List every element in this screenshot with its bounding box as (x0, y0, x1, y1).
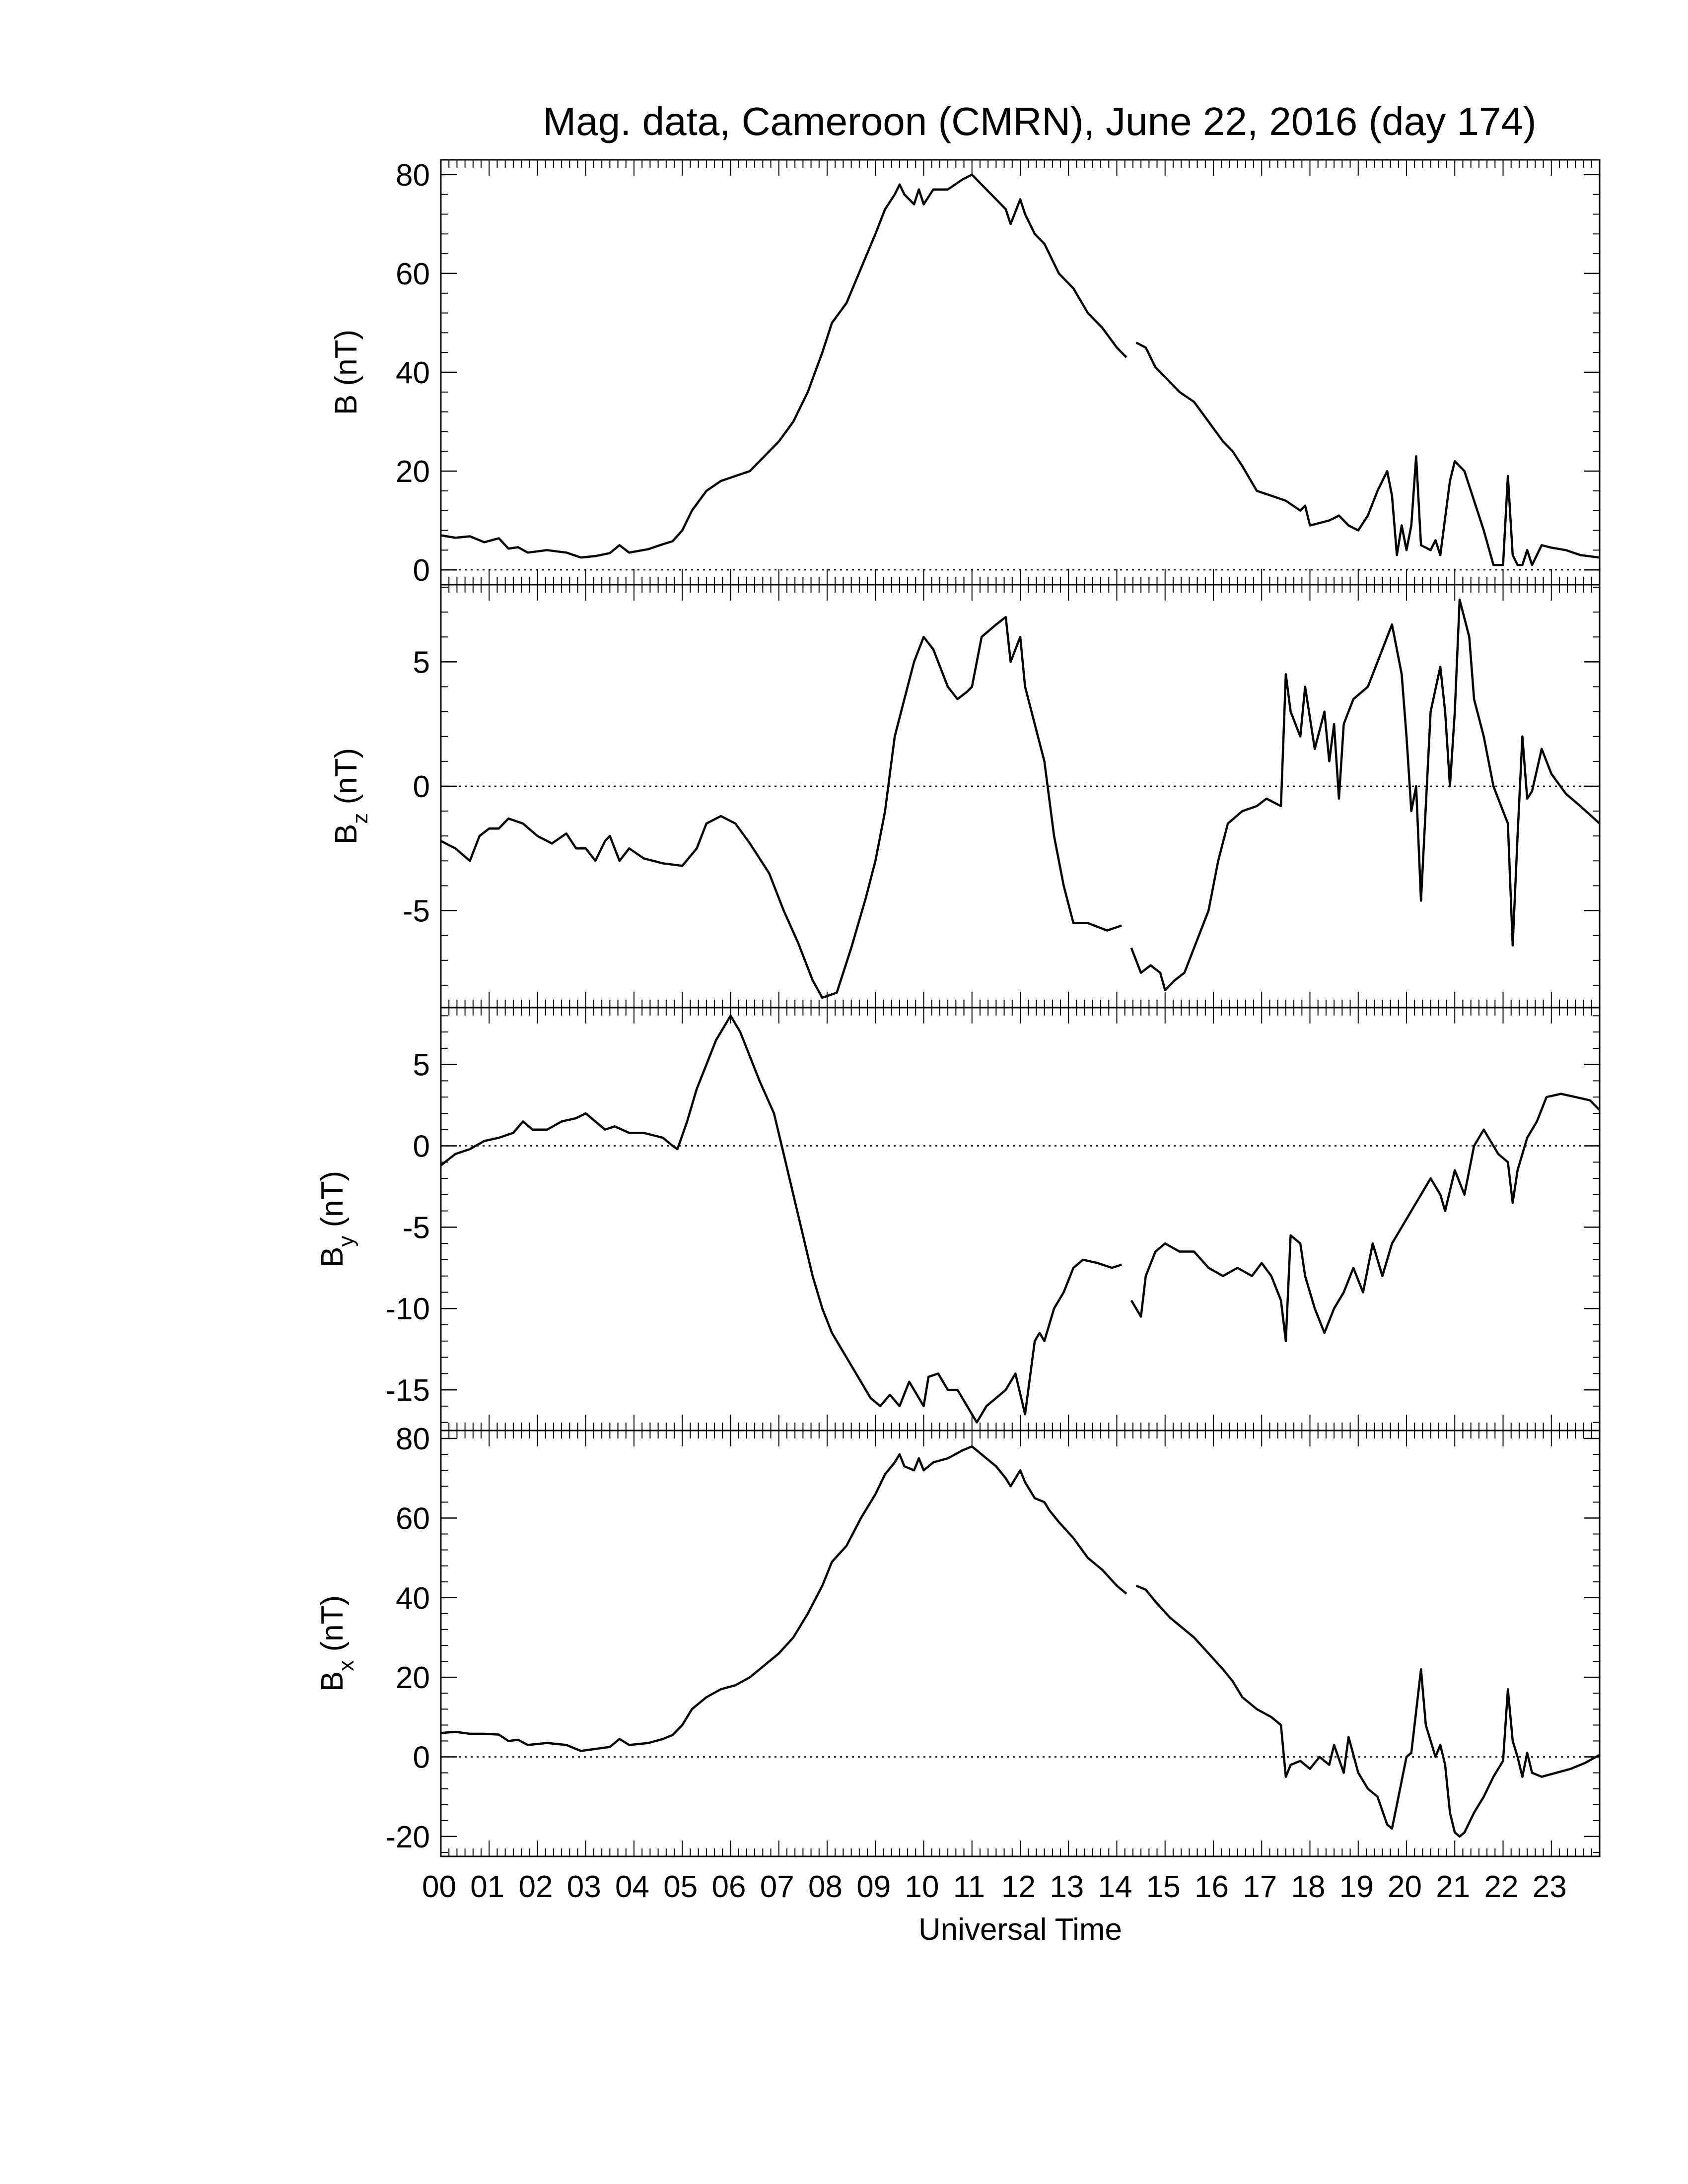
x-axis-title: Universal Time (918, 1912, 1122, 1947)
y-tick-label: 5 (413, 645, 430, 680)
panel-bx: -20 0 20 40 60 80 Bx (nT) 00 01 02 03 04 05 06 07 08 09 1… (315, 1422, 1601, 1904)
x-tick-label: 13 (1050, 1870, 1084, 1904)
data-line-segment (1130, 1092, 1601, 1343)
data-line-segment (440, 1445, 1127, 1752)
y-tick-label: -5 (403, 1211, 430, 1245)
x-tick-label: 11 (953, 1870, 985, 1904)
y-axis-title-main: B (315, 1247, 350, 1267)
data-line-segment (440, 615, 1122, 999)
y-axis-title-subscript: z (348, 813, 372, 824)
y-tick-label: 0 (413, 1130, 430, 1164)
figure-title: Mag. data, Cameroon (CMRN), June 22, 201… (543, 99, 1537, 143)
data-line-segment (1130, 598, 1601, 992)
y-tick-label: 0 (413, 553, 430, 588)
data-line-segment (1135, 341, 1600, 566)
x-tick-label: 08 (808, 1870, 843, 1904)
y-axis-title-main: B (nT) (329, 330, 363, 415)
x-tick-label: 01 (470, 1870, 504, 1904)
x-tick-label: 19 (1339, 1870, 1374, 1904)
x-tick-label: 02 (519, 1870, 553, 1904)
y-tick-label: 20 (396, 1661, 430, 1695)
y-axis-title-unit: (nT) (315, 1171, 350, 1236)
x-tick-label: 23 (1533, 1870, 1567, 1904)
y-tick-label: 5 (413, 1048, 430, 1083)
y-tick-label: 60 (396, 1502, 430, 1536)
data-line-segment (440, 173, 1127, 559)
x-tick-label: 16 (1195, 1870, 1229, 1904)
y-tick-label: 80 (396, 158, 430, 193)
y-axis-title-subscript: x (334, 1660, 358, 1671)
y-axis-title-main: B (315, 1671, 350, 1692)
y-axis-title: B (nT) (329, 330, 363, 415)
x-tick-label: 12 (1001, 1870, 1036, 1904)
y-tick-label: 0 (413, 1741, 430, 1775)
x-tick-label: 09 (856, 1870, 891, 1904)
x-tick-label: 20 (1388, 1870, 1422, 1904)
y-axis-title-subscript: y (334, 1236, 358, 1247)
x-tick-label: 04 (615, 1870, 649, 1904)
y-tick-label: 80 (396, 1422, 430, 1456)
x-tick-label: 10 (905, 1870, 939, 1904)
y-tick-label: -20 (385, 1820, 430, 1854)
x-tick-label: 05 (663, 1870, 698, 1904)
panel-b: 0 20 40 60 80 B (nT) (329, 158, 1601, 588)
x-tick-label: 00 (422, 1870, 456, 1904)
data-line-segment (440, 1015, 1122, 1424)
y-tick-label: -5 (403, 894, 430, 929)
x-tick-label: 06 (712, 1870, 746, 1904)
y-axis-title-unit: (nT) (329, 748, 363, 813)
y-tick-label: -10 (385, 1292, 430, 1326)
y-tick-label: 20 (396, 455, 430, 489)
y-axis-title: Bz (nT) (329, 748, 372, 844)
y-tick-label: 40 (396, 1581, 430, 1616)
data-line-segment (1135, 1584, 1601, 1838)
y-tick-label: 60 (396, 257, 430, 291)
x-tick-label: 18 (1291, 1870, 1326, 1904)
x-tick-label: 07 (760, 1870, 794, 1904)
y-tick-label: 40 (396, 356, 430, 390)
y-tick-label: -15 (385, 1373, 430, 1408)
x-tick-label: 17 (1243, 1870, 1277, 1904)
panel-by: -15 -10 -5 0 5 By (nT) (315, 1007, 1601, 1432)
x-tick-label: 03 (567, 1870, 601, 1904)
y-axis-title: By (nT) (315, 1171, 358, 1267)
y-axis-title: Bx (nT) (315, 1595, 358, 1692)
x-tick-label: 14 (1098, 1870, 1132, 1904)
x-tick-label: 22 (1484, 1870, 1519, 1904)
panel-bz: -5 0 5 Bz (nT) (329, 584, 1601, 1009)
x-tick-label: 21 (1436, 1870, 1470, 1904)
x-tick-label: 15 (1146, 1870, 1181, 1904)
y-tick-label: 0 (413, 770, 430, 804)
y-axis-title-unit: (nT) (315, 1595, 350, 1660)
y-axis-title-main: B (329, 824, 363, 844)
